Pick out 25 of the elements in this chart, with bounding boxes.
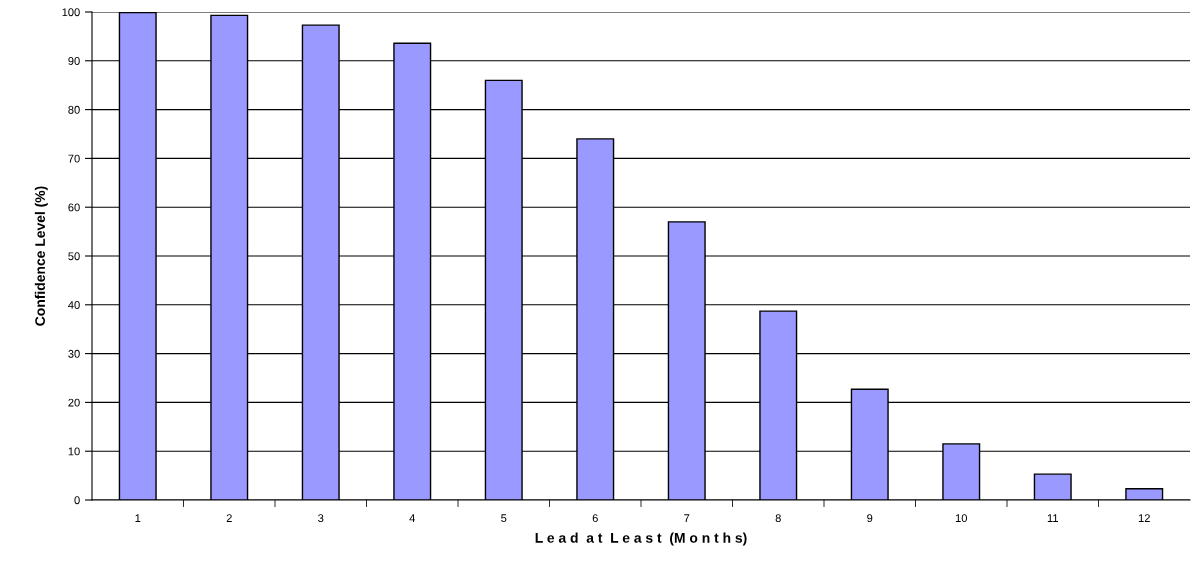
x-tick-label: 1 xyxy=(135,514,141,522)
y-tick-label: 90 xyxy=(68,57,80,65)
y-tick-label: 40 xyxy=(68,301,80,309)
y-axis-title: Confidence Level (%) xyxy=(34,186,48,326)
y-tick-label: 20 xyxy=(68,398,80,407)
y-tick-label: 80 xyxy=(68,105,80,114)
x-tick-label: 12 xyxy=(1138,514,1150,522)
y-tick-label: 30 xyxy=(68,349,80,358)
y-tick-label: 100 xyxy=(62,8,80,17)
x-tick-label: 11 xyxy=(1047,514,1058,522)
x-axis-title: L e a d a t L e a s t (M o n t h s) xyxy=(535,532,747,546)
y-tick-label: 50 xyxy=(68,252,80,261)
x-tick-label: 8 xyxy=(775,514,781,523)
x-tick-label: 4 xyxy=(409,514,416,522)
y-tick-label: 70 xyxy=(68,154,80,163)
y-tick-label: 10 xyxy=(68,447,80,456)
x-tick-label: 6 xyxy=(592,514,598,523)
x-tick-label: 10 xyxy=(955,514,967,523)
y-tick-label: 0 xyxy=(74,496,80,505)
x-tick-label: 7 xyxy=(684,514,690,522)
y-tick-label: 60 xyxy=(68,203,80,212)
x-tick-label: 3 xyxy=(318,514,324,523)
x-tick-label: 2 xyxy=(226,514,232,522)
x-tick-label: 5 xyxy=(501,514,507,523)
x-tick-label: 9 xyxy=(867,514,873,523)
